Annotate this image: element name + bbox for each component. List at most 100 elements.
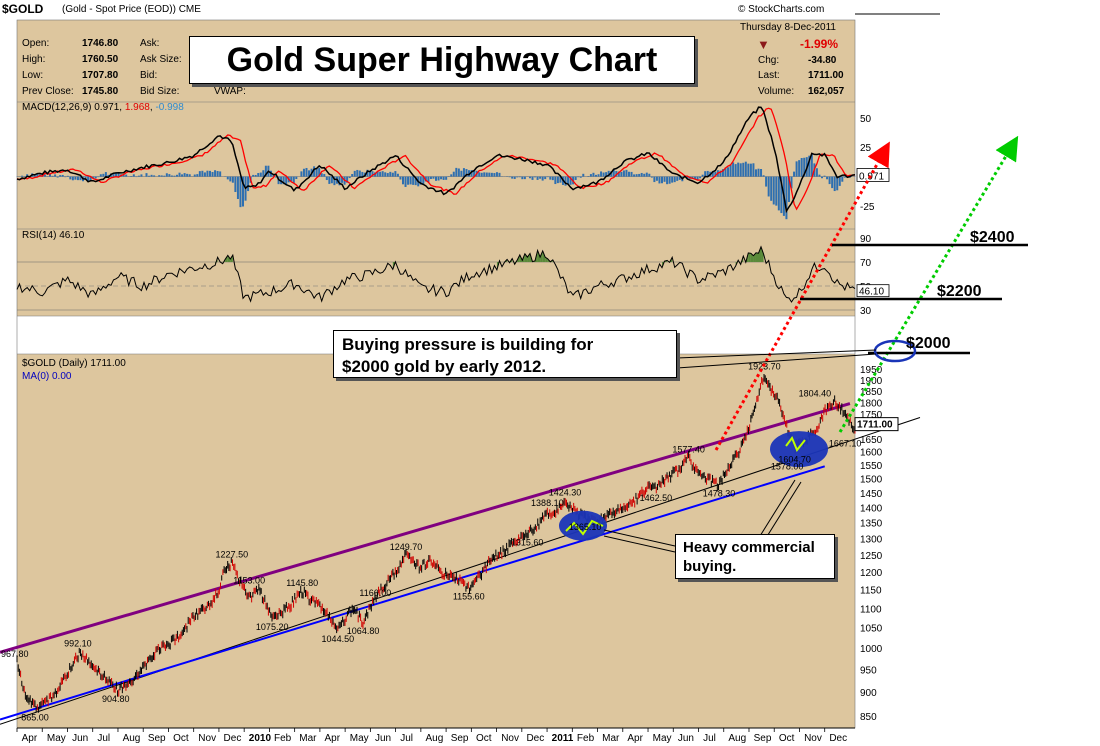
price-tick-label: 1000 [860, 644, 883, 655]
rsi-overbought-fill [514, 259, 518, 265]
x-axis-label: Oct [779, 733, 795, 744]
x-axis-label: Apr [627, 733, 643, 744]
volume-label: Volume: [758, 86, 795, 97]
price-tick-label: 1650 [860, 435, 883, 446]
price-annotation: 1315.60 [511, 537, 544, 547]
price-last-value: 1711.00 [857, 420, 893, 431]
price-tick-label: 1950 [860, 365, 883, 376]
callout-pointer [676, 349, 877, 359]
rsi-last-value: 46.10 [859, 287, 884, 298]
price-last-value-box [854, 417, 899, 432]
hist-legend-value: -0.998 [155, 102, 184, 113]
rsi-overbought-fill [524, 253, 528, 262]
rsi-layer: 9070503046.10 [16, 234, 890, 317]
x-axis-label: Dec [829, 733, 847, 744]
x-axis-label: May [653, 733, 672, 744]
x-axis-label: Feb [274, 733, 292, 744]
high-value: 1760.50 [82, 54, 119, 65]
macd-line [16, 106, 856, 214]
rsi-tick-label: 30 [860, 306, 872, 317]
bid-label: Bid: [140, 70, 158, 81]
ma-legend: MA(0) 0.00 [22, 371, 72, 382]
rsi-line [16, 245, 856, 303]
down-arrow-icon: ▼ [757, 37, 770, 52]
change-percent: -1.99% [800, 37, 839, 51]
x-axis-label: 2010 [249, 733, 272, 744]
x-axis-label: Aug [728, 733, 746, 744]
x-axis-label: Nov [804, 733, 822, 744]
x-axis-label: Jul [97, 733, 110, 744]
vwap-label: VWAP: [214, 86, 246, 97]
price-tick-label: 1150 [860, 586, 882, 597]
macd-last-value: 0.971 [859, 171, 884, 182]
x-axis-label: Dec [224, 733, 242, 744]
price-tick-label: 850 [860, 712, 877, 723]
axis-layer: 850 900 950 1000 1050 1100 1150 1200 1250 1300 135… [16, 365, 899, 744]
ask-label: Ask: [140, 38, 160, 49]
price-annotation: 904.80 [102, 694, 130, 704]
price-annotation: 1424.30 [549, 487, 582, 497]
rsi-tick-label: 70 [860, 258, 872, 269]
price-tick-label: 1600 [860, 448, 883, 459]
rsi-overbought-fill [755, 252, 759, 262]
x-axis-label: Mar [602, 733, 620, 744]
macd-tick-label: 25 [860, 143, 872, 154]
price-annotation: 1249.70 [390, 542, 423, 552]
volume-value: 162,057 [808, 86, 845, 97]
rsi-overbought-fill [758, 246, 762, 262]
price-tick-label: 1400 [860, 503, 883, 514]
last-value: 1711.00 [808, 70, 844, 81]
bid-size-label: Bid Size: [140, 86, 180, 97]
price-annotation: 1667.10 [829, 439, 862, 449]
price-annotation: 1075.20 [256, 622, 289, 632]
chg-value: -34.80 [808, 55, 837, 66]
price-annotation: 1145.80 [286, 578, 318, 588]
price-tick-label: 1500 [860, 475, 883, 486]
price-tick-label: 1800 [860, 398, 883, 409]
callout-pointer [603, 535, 676, 553]
macd-tick-label: -25 [860, 202, 875, 213]
symbol-label: $GOLD [2, 2, 44, 16]
level-2000-label: $2000 [906, 335, 951, 352]
x-axis-label: Mar [299, 733, 317, 744]
signal-legend-value: 1.968 [124, 102, 150, 113]
macd-layer: 50 25 -25 0.971 [16, 106, 890, 220]
callout-line-2: $2000 gold by early 2012. [342, 357, 547, 376]
macd-tick-label: 50 [860, 114, 872, 125]
macd-last-value-box [856, 168, 890, 182]
price-annotation: 1227.50 [216, 549, 249, 559]
price-tick-label: 1050 [860, 624, 883, 635]
x-axis-label: Nov [501, 733, 519, 744]
callout-pointer [759, 479, 796, 537]
price-annotation: 1044.50 [322, 634, 355, 644]
price-annotation: 1578.00 [771, 461, 804, 471]
price-annotation: 1604.70 [778, 454, 811, 464]
price-tick-label: 1450 [860, 489, 883, 500]
x-axis-label: May [350, 733, 369, 744]
price-annotation: 1153.00 [233, 576, 265, 586]
low-label: Low: [22, 70, 44, 81]
x-axis-label: Aug [123, 733, 141, 744]
level-2400-label: $2400 [970, 229, 1015, 246]
price-annotation: 1388.10 [531, 498, 564, 508]
chart-title-box: Gold Super Highway Chart [189, 36, 695, 84]
price-tick-label: 950 [860, 666, 877, 677]
buying-zone-ellipse [559, 510, 607, 541]
x-axis-label: Oct [476, 733, 492, 744]
price-annotation: 1166.00 [359, 588, 391, 598]
price-annotation: 1462.50 [640, 493, 673, 503]
x-axis-label: Apr [325, 733, 341, 744]
x-axis-label: Apr [22, 733, 38, 744]
rsi-overbought-fill [761, 246, 764, 262]
buying-pressure-callout: Buying pressure is building for $2000 go… [333, 330, 677, 378]
source-credit: © StockCharts.com [738, 4, 825, 15]
x-axis-label: Sep [451, 733, 469, 744]
x-axis-label: Jun [375, 733, 391, 744]
x-axis-label: Jun [678, 733, 694, 744]
price-tick-label: 1850 [860, 387, 883, 398]
x-axis-label: Jul [400, 733, 413, 744]
price-tick-label: 1250 [860, 551, 883, 562]
x-axis-label: Jun [72, 733, 88, 744]
rsi-overbought-fill [545, 257, 548, 262]
